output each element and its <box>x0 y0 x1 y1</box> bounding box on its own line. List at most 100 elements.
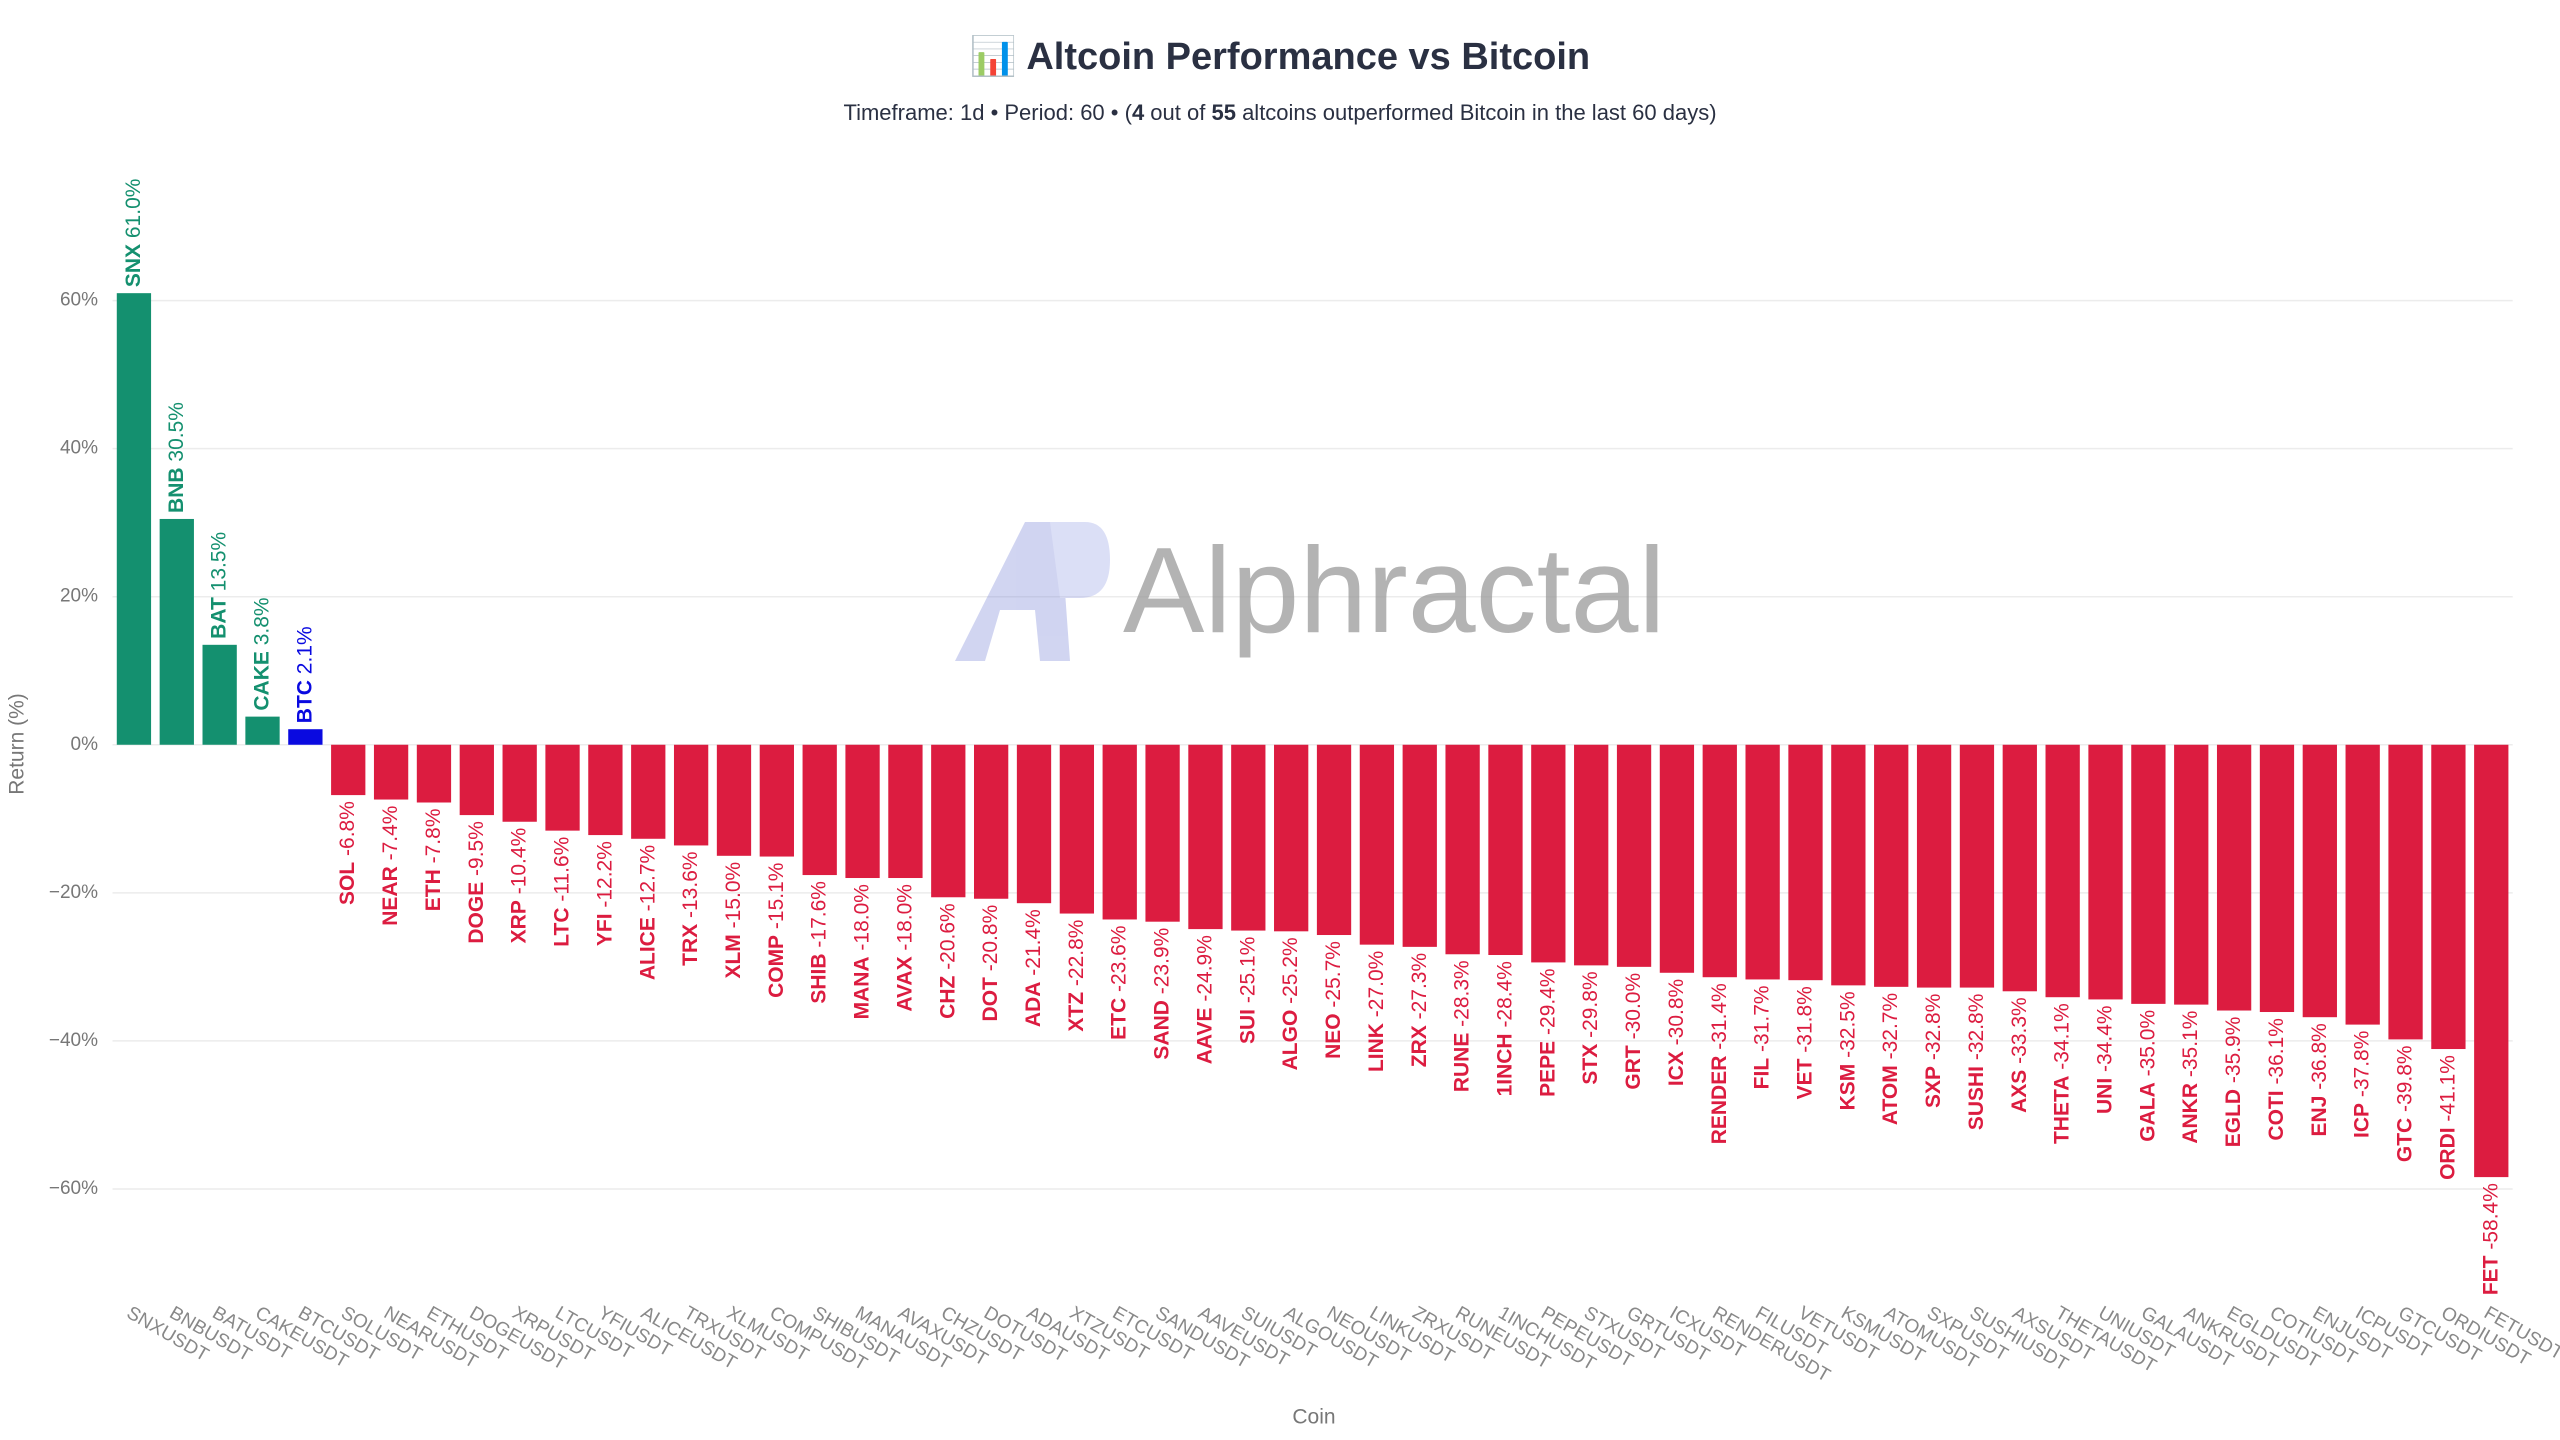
data-label-value: -58.4% <box>2479 1183 2502 1250</box>
data-label-value: 2.1% <box>293 626 316 674</box>
data-label-value: -39.8% <box>2393 1045 2416 1112</box>
y-tick-label: 60% <box>60 290 98 311</box>
data-label: COMP -15.1% <box>764 863 787 998</box>
bar <box>1788 744 1823 981</box>
bar <box>845 744 880 879</box>
data-label-name: SUI <box>1236 1009 1259 1044</box>
data-label: SUI -25.1% <box>1236 937 1259 1044</box>
bar <box>245 716 280 745</box>
data-label-name: PEPE <box>1536 1041 1559 1097</box>
data-label-name: AVAX <box>893 956 916 1011</box>
data-label: BNB 30.5% <box>164 402 187 513</box>
bar <box>373 744 409 800</box>
data-label-value: -27.0% <box>1364 951 1387 1018</box>
data-label-value: -20.6% <box>936 903 959 970</box>
data-label-name: AAVE <box>1193 1007 1216 1064</box>
data-label-name: YFI <box>593 913 616 946</box>
data-label-value: -24.9% <box>1193 935 1216 1002</box>
data-label-name: XRP <box>507 900 530 943</box>
data-label-value: -32.8% <box>1922 994 1945 1061</box>
bar <box>202 644 237 745</box>
data-label: SNX 61.0% <box>121 179 144 288</box>
data-label-value: -36.1% <box>2265 1018 2288 1085</box>
bar <box>2045 744 2080 998</box>
bar <box>1316 744 1352 936</box>
watermark: Alphractal <box>1123 522 1666 658</box>
y-axis-title: Return (%) <box>6 693 29 795</box>
data-label-value: -27.3% <box>1407 953 1430 1020</box>
data-label-value: -32.8% <box>1964 994 1987 1061</box>
bar <box>116 293 152 745</box>
data-label: ADA -21.4% <box>1022 909 1045 1027</box>
bar <box>2259 744 2295 1013</box>
data-label-name: THETA <box>2050 1076 2073 1144</box>
data-label: XRP -10.4% <box>507 828 530 944</box>
data-label: GTC -39.8% <box>2393 1045 2416 1162</box>
data-label-name: RENDER <box>1707 1056 1730 1145</box>
data-label: UNI -34.4% <box>2093 1005 2116 1114</box>
y-tick-label: −60% <box>49 1178 98 1199</box>
data-label-value: -15.0% <box>722 862 745 929</box>
data-label: NEAR -7.4% <box>379 806 402 926</box>
data-label-value: -35.1% <box>2179 1011 2202 1078</box>
data-label-value: -7.4% <box>379 806 402 861</box>
data-label-name: UNI <box>2093 1078 2116 1114</box>
bar <box>2002 744 2037 992</box>
data-label: XLM -15.0% <box>722 862 745 979</box>
data-label-name: AXS <box>2007 1070 2030 1113</box>
data-label-name: CAKE <box>250 651 273 711</box>
bar <box>1916 744 1952 988</box>
bar <box>2302 744 2337 1018</box>
data-label-value: -23.6% <box>1107 925 1130 992</box>
data-label-name: LINK <box>1364 1023 1387 1072</box>
bar <box>459 744 494 816</box>
bar <box>888 744 923 879</box>
x-axis-title: Coin <box>1292 1406 1335 1429</box>
data-label-name: VET <box>1793 1058 1816 1099</box>
data-label-name: SNX <box>121 244 144 287</box>
bar <box>1402 744 1437 947</box>
data-label-name: SUSHI <box>1964 1066 1987 1130</box>
data-label: THETA -34.1% <box>2050 1003 2073 1144</box>
bar <box>159 518 194 745</box>
data-label-name: BNB <box>164 467 187 513</box>
data-label: BTC 2.1% <box>293 626 316 723</box>
data-label-name: FET <box>2479 1255 2502 1295</box>
bar <box>2474 744 2509 1178</box>
data-label-name: ADA <box>1022 982 1045 1027</box>
data-label-value: -25.7% <box>1322 941 1345 1008</box>
data-label-value: -17.6% <box>807 881 830 948</box>
data-label-value: -25.2% <box>1279 937 1302 1004</box>
data-label-name: MANA <box>850 956 873 1019</box>
data-label: 1INCH -28.4% <box>1493 961 1516 1096</box>
subtitle-part: altcoins outperformed Bitcoin in the las… <box>1236 100 1717 125</box>
data-label: MANA -18.0% <box>850 884 873 1019</box>
data-label-name: COMP <box>764 935 787 998</box>
data-label-name: NEO <box>1322 1013 1345 1059</box>
data-label-value: -20.8% <box>979 905 1002 972</box>
data-label: SUSHI -32.8% <box>1964 994 1987 1131</box>
data-label-name: RUNE <box>1450 1033 1473 1093</box>
chart-title: 📊 Altcoin Performance vs Bitcoin <box>970 34 1590 78</box>
data-label-value: -22.8% <box>1064 920 1087 987</box>
data-label-value: -32.5% <box>1836 991 1859 1058</box>
data-label: RENDER -31.4% <box>1707 983 1730 1144</box>
data-label-name: GALA <box>2136 1082 2159 1142</box>
data-label-value: -15.1% <box>764 863 787 930</box>
data-label-value: -12.7% <box>636 845 659 912</box>
data-label-name: 1INCH <box>1493 1033 1516 1096</box>
data-label: GALA -35.0% <box>2136 1010 2159 1142</box>
data-label-name: BTC <box>293 680 316 723</box>
data-label: KSM -32.5% <box>1836 991 1859 1110</box>
data-label-value: -34.1% <box>2050 1003 2073 1070</box>
bar <box>1231 744 1266 931</box>
data-label-value: -35.0% <box>2136 1010 2159 1077</box>
bar <box>2131 744 2166 1004</box>
data-label: DOT -20.8% <box>979 905 1002 1022</box>
data-label-name: DOGE <box>464 882 487 944</box>
data-label: AAVE -24.9% <box>1193 935 1216 1064</box>
data-label: BAT 13.5% <box>207 532 230 639</box>
data-label-name: ALGO <box>1279 1010 1302 1071</box>
data-label: ALGO -25.2% <box>1279 937 1302 1070</box>
bar <box>931 744 966 898</box>
